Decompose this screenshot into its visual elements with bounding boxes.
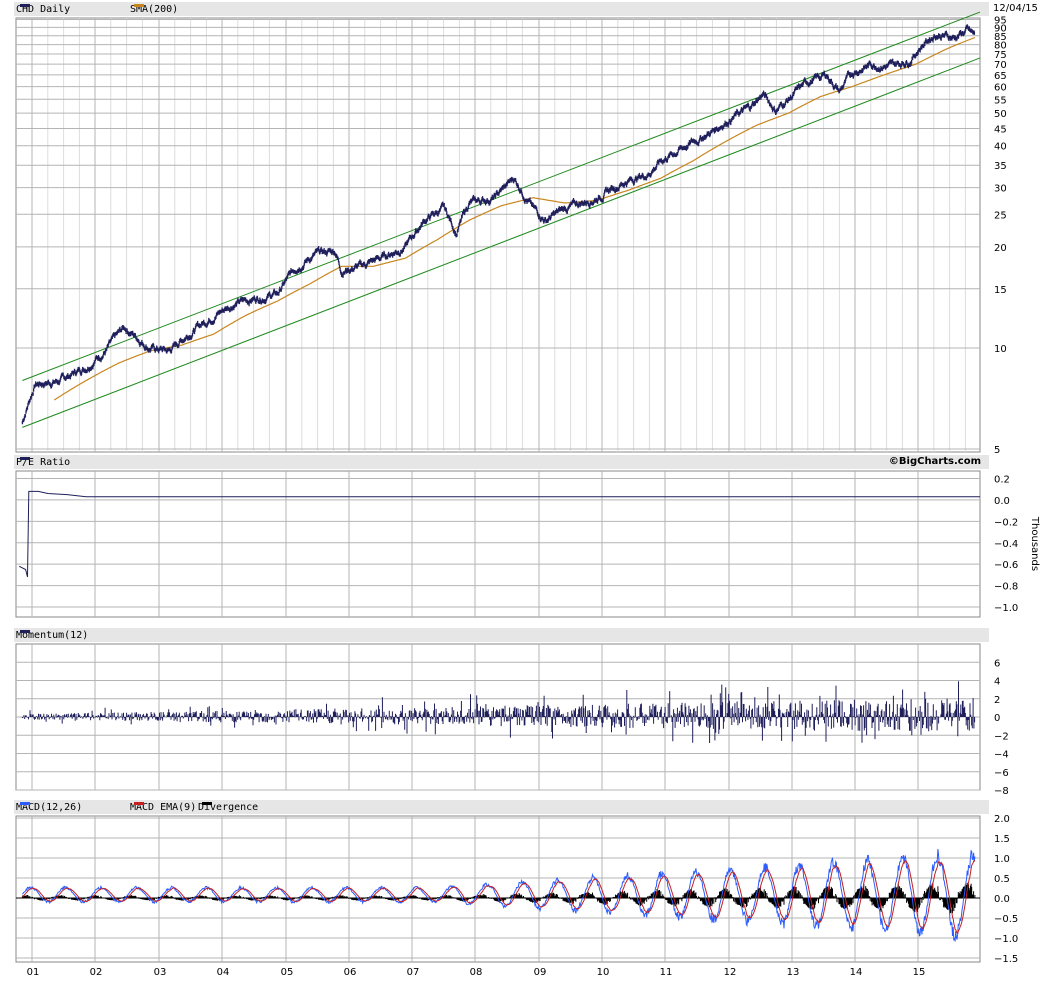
chart-date: 12/04/15 xyxy=(993,3,1038,14)
pe-tick-label: 0.0 xyxy=(994,496,1010,507)
channel-lower-line xyxy=(22,57,981,428)
pe-tick-label: −0.4 xyxy=(994,539,1018,550)
x-tick-label: 02 xyxy=(90,967,103,978)
price-line xyxy=(21,24,976,425)
macd-tick-label: 0.5 xyxy=(994,874,1010,885)
price-tick-label: 20 xyxy=(994,243,1007,254)
macd-tick-label: −0.5 xyxy=(994,914,1018,925)
sma-line xyxy=(53,36,976,401)
macd-header: MACD(12,26) MACD EMA(9) Divergence xyxy=(14,800,989,814)
macd-tick-label: −1.0 xyxy=(994,934,1018,945)
momentum-tick-label: 2 xyxy=(994,695,1000,706)
pe-swatch xyxy=(20,457,30,460)
momentum-tick-label: −8 xyxy=(994,786,1009,797)
x-tick-label: 04 xyxy=(217,967,230,978)
macd-tick-label: 1.5 xyxy=(994,834,1010,845)
price-frame xyxy=(15,17,981,453)
x-tick-label: 09 xyxy=(534,967,547,978)
price-tick-label: 90 xyxy=(994,23,1007,34)
momentum-tick-label: 0 xyxy=(994,713,1000,724)
momentum-tick-label: 4 xyxy=(994,677,1000,688)
momentum-swatch xyxy=(20,630,30,633)
momentum-tick-label: 6 xyxy=(994,658,1000,669)
pe-frame xyxy=(15,470,981,618)
price-tick-label: 95 xyxy=(994,16,1007,27)
momentum-header: Momentum(12) xyxy=(14,628,989,642)
price-tick-label: 50 xyxy=(994,109,1007,120)
x-tick-label: 12 xyxy=(724,967,737,978)
price-swatch xyxy=(20,4,30,7)
x-tick-label: 13 xyxy=(787,967,800,978)
price-tick-label: 30 xyxy=(994,184,1007,195)
pe-tick-label: −1.0 xyxy=(994,603,1018,614)
price-tick-label: 60 xyxy=(994,83,1007,94)
price-tick-label: 25 xyxy=(994,210,1007,221)
macd-tick-label: 0.0 xyxy=(994,894,1010,905)
price-tick-label: 45 xyxy=(994,125,1007,136)
pe-tick-label: −0.6 xyxy=(994,560,1018,571)
divergence-swatch xyxy=(202,802,212,805)
pe-tick-label: −0.8 xyxy=(994,582,1018,593)
price-tick-label: 40 xyxy=(994,142,1007,153)
x-tick-label: 15 xyxy=(913,967,926,978)
x-tick-label: 06 xyxy=(344,967,357,978)
price-tick-label: 85 xyxy=(994,32,1007,43)
momentum-tick-label: −6 xyxy=(994,768,1009,779)
price-tick-label: 5 xyxy=(994,445,1000,456)
macd-tick-label: 1.0 xyxy=(994,854,1010,865)
price-header: CHD Daily SMA(200) xyxy=(14,2,989,16)
x-tick-label: 01 xyxy=(27,967,40,978)
x-tick-label: 14 xyxy=(850,967,863,978)
x-tick-label: 03 xyxy=(154,967,167,978)
macd-swatch xyxy=(20,802,30,805)
price-tick-label: 15 xyxy=(994,285,1007,296)
credit-label: ©BigCharts.com xyxy=(888,456,981,467)
macd-ema-line xyxy=(22,860,976,934)
momentum-bars xyxy=(21,681,976,743)
x-tick-label: 10 xyxy=(597,967,610,978)
pe-line xyxy=(18,490,980,578)
pe-axis-label: Thousands xyxy=(1029,516,1040,571)
price-tick-label: 75 xyxy=(994,50,1007,61)
macd-tick-label: −1.5 xyxy=(994,954,1018,965)
macd-tick-label: 2.0 xyxy=(994,814,1010,825)
channel-upper-line xyxy=(22,11,981,381)
price-tick-label: 65 xyxy=(994,71,1007,82)
momentum-tick-label: −2 xyxy=(994,731,1009,742)
x-tick-label: 11 xyxy=(660,967,673,978)
price-tick-label: 55 xyxy=(994,95,1007,106)
x-tick-label: 07 xyxy=(407,967,420,978)
pe-tick-label: −0.2 xyxy=(994,517,1018,528)
x-tick-label: 08 xyxy=(470,967,483,978)
macd-line xyxy=(22,848,976,942)
price-tick-label: 70 xyxy=(994,60,1007,71)
momentum-tick-label: −4 xyxy=(994,750,1009,761)
x-tick-label: 05 xyxy=(281,967,294,978)
pe-tick-label: 0.2 xyxy=(994,475,1010,486)
macd-ema-swatch xyxy=(134,802,144,805)
price-tick-label: 35 xyxy=(994,161,1007,172)
pe-header: P/E Ratio ©BigCharts.com xyxy=(14,455,989,469)
price-tick-label: 10 xyxy=(994,344,1007,355)
price-tick-label: 80 xyxy=(994,41,1007,52)
sma-swatch xyxy=(134,4,144,7)
